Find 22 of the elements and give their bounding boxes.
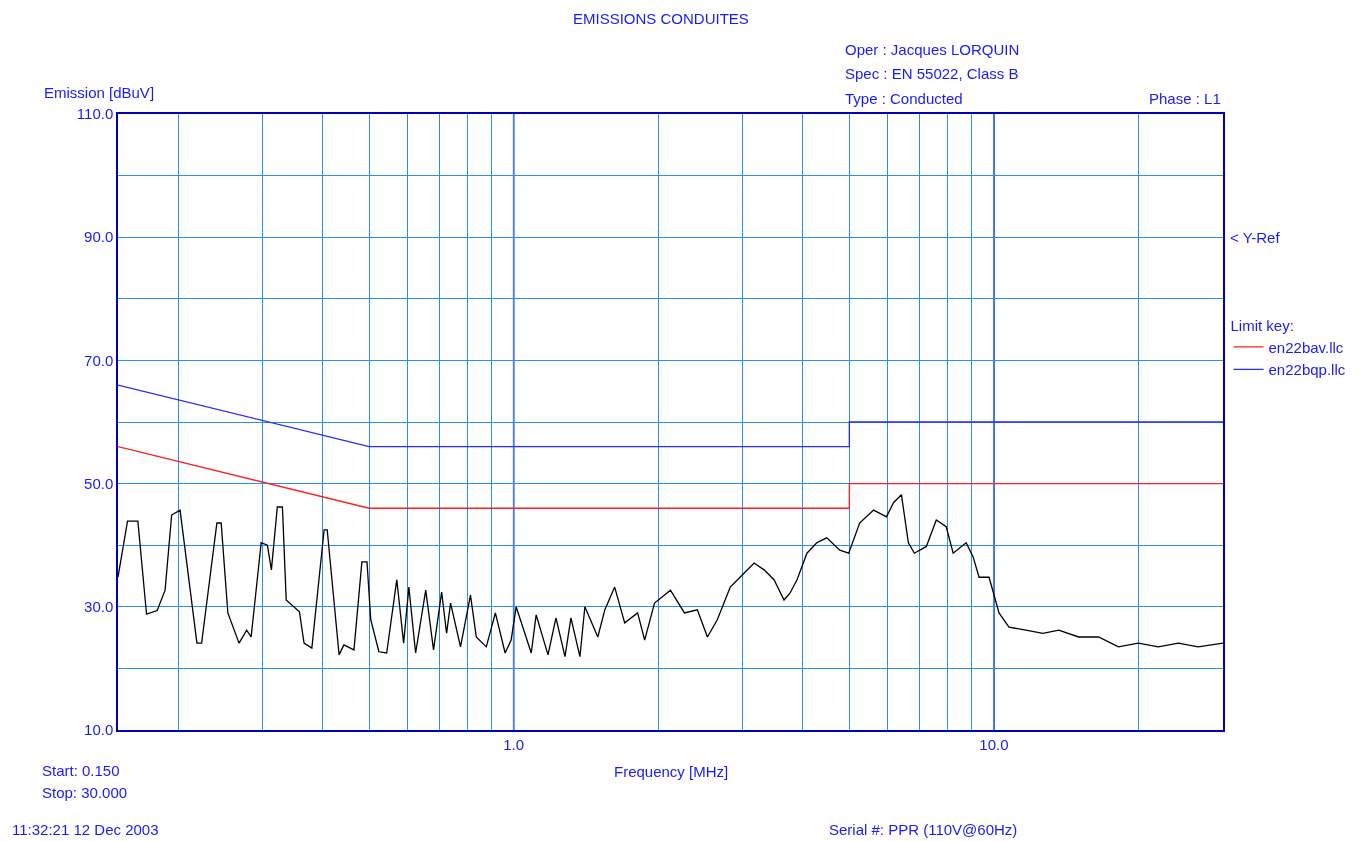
x-axis-title: Frequency [MHz] [614,763,729,780]
y-tick-label: 30.0 [84,598,114,616]
y-tick-label: 90.0 [84,228,114,246]
legend-title: Limit key: [1230,316,1294,334]
chart-title: EMISSIONS CONDUITES [573,10,749,27]
text: Stop: 30.000 [42,784,128,801]
text: Start: 0.150 [42,762,120,779]
text: Oper : Jacques LORQUIN [845,41,1020,58]
text: 11:32:21 12 Dec 2003 [12,821,159,838]
y-tick-label: 50.0 [84,474,114,492]
text: Phase : L1 [1149,90,1221,107]
text: Serial #: PPR (110V@60Hz) [829,821,1018,838]
y-tick-label: 70.0 [84,351,114,369]
y-axis-title: Emission [dBuV] [44,84,155,101]
text: Type : Conducted [845,90,963,107]
text: Spec : EN 55022, Class B [845,65,1019,82]
legend-label: en22bav.llc [1268,338,1344,356]
text: < Y-Ref [1230,229,1281,246]
legend-label: en22bqp.llc [1268,361,1346,379]
y-tick-label: 10.0 [84,721,114,739]
y-tick-label: 110.0 [76,105,114,123]
x-tick-label: 1.0 [503,735,525,753]
